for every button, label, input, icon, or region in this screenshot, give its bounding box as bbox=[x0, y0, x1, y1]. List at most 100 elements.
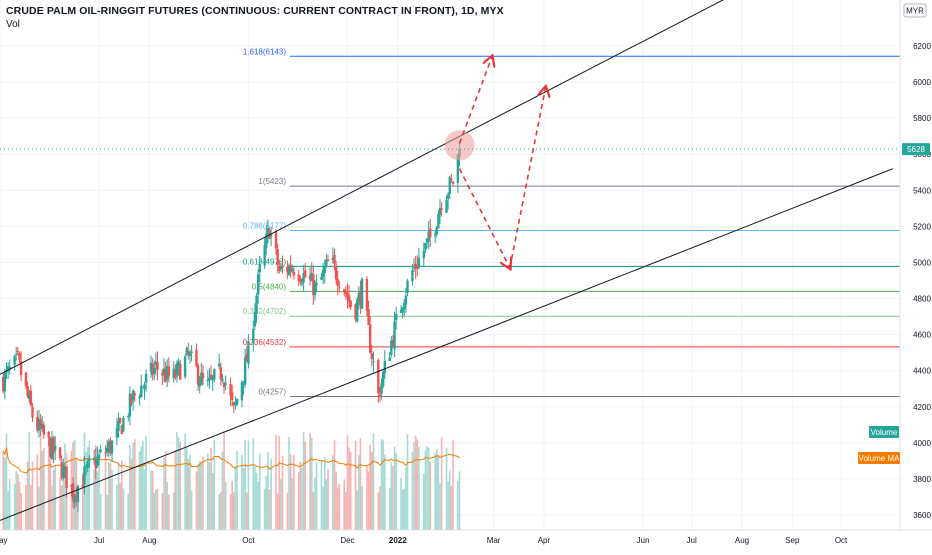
currency-badge-label: MYR bbox=[906, 7, 924, 16]
volume-bar bbox=[233, 492, 235, 530]
candle-body bbox=[378, 394, 382, 398]
volume-bar bbox=[411, 451, 414, 530]
volume-bar bbox=[361, 486, 363, 530]
drawings[interactable] bbox=[0, 0, 900, 521]
volume-bar bbox=[31, 461, 34, 530]
candle-body bbox=[349, 300, 352, 307]
candle-body bbox=[188, 353, 192, 356]
candle-body bbox=[70, 484, 73, 487]
volume-bar bbox=[132, 442, 134, 530]
volume-bar bbox=[245, 492, 248, 530]
candle-body bbox=[383, 360, 387, 374]
projection-arrow bbox=[458, 57, 491, 144]
volume-bar bbox=[85, 451, 87, 530]
volume-bar bbox=[413, 441, 415, 530]
candle-body bbox=[235, 399, 239, 405]
candle-body bbox=[83, 466, 86, 485]
volume-bar bbox=[346, 435, 349, 530]
volume-bar bbox=[288, 436, 290, 530]
volume-bar bbox=[405, 467, 407, 530]
volume-bar bbox=[155, 489, 157, 530]
candle-body bbox=[26, 385, 29, 396]
volume-bar bbox=[2, 450, 5, 530]
candle-body bbox=[42, 424, 46, 435]
candle-body bbox=[117, 420, 120, 432]
candle-body bbox=[213, 369, 216, 380]
volume-bar bbox=[156, 488, 159, 530]
candle-body bbox=[200, 372, 203, 385]
channel-line-lower bbox=[0, 168, 894, 521]
volume-bar bbox=[435, 449, 438, 530]
candle-body bbox=[149, 362, 153, 372]
volume-bar bbox=[200, 461, 203, 530]
candle-body bbox=[209, 374, 213, 378]
volume-bar bbox=[166, 481, 169, 530]
candle-body bbox=[417, 257, 421, 268]
volume-bar bbox=[392, 465, 394, 530]
candle-body bbox=[140, 385, 143, 397]
indicator-label[interactable]: Vol bbox=[6, 19, 20, 30]
candle-body bbox=[456, 154, 460, 183]
candle-body bbox=[263, 245, 266, 266]
volume-bar bbox=[252, 438, 255, 530]
volume-bar bbox=[161, 493, 164, 530]
volume-bar bbox=[59, 477, 61, 530]
candle-body bbox=[291, 268, 294, 272]
candle-body bbox=[279, 266, 283, 270]
volume-bar bbox=[390, 462, 393, 530]
candle-body bbox=[156, 361, 159, 370]
legend-volume-label: Volume bbox=[871, 428, 898, 437]
candle-body bbox=[97, 454, 101, 460]
fib-level-label: 0.5(4840) bbox=[252, 282, 287, 291]
grid-lines bbox=[0, 0, 900, 530]
candle-body bbox=[221, 379, 224, 381]
candle-body bbox=[274, 231, 278, 249]
candle-body bbox=[50, 437, 54, 459]
volume-bar bbox=[223, 431, 225, 530]
y-tick-label: 3800 bbox=[913, 475, 931, 484]
volume-bar bbox=[77, 494, 79, 530]
volume-bar bbox=[416, 439, 419, 530]
volume-bar bbox=[213, 439, 216, 530]
volume-bar bbox=[13, 484, 16, 530]
candle-body bbox=[255, 295, 258, 314]
volume-bar bbox=[140, 446, 143, 530]
volume-bar bbox=[291, 478, 294, 530]
candle-body bbox=[440, 208, 443, 210]
candle-body bbox=[144, 373, 148, 383]
volume-bar bbox=[254, 466, 256, 530]
volume-bar bbox=[151, 470, 154, 530]
highlight-circle bbox=[444, 130, 475, 161]
volume-bar bbox=[278, 435, 281, 530]
y-tick-label: 3600 bbox=[913, 511, 931, 520]
volume-bar bbox=[133, 439, 136, 530]
x-tick-label: Jun bbox=[637, 536, 650, 545]
x-tick-label: Jul bbox=[687, 536, 697, 545]
channel-line-upper bbox=[0, 0, 724, 375]
x-tick-label: Jul bbox=[94, 536, 104, 545]
volume-bar bbox=[314, 477, 316, 530]
candle-body bbox=[372, 361, 375, 363]
candle-body bbox=[289, 264, 292, 271]
candle-body bbox=[422, 250, 425, 259]
candle-body bbox=[92, 457, 96, 461]
volume-bar bbox=[177, 437, 180, 530]
volume-bar bbox=[369, 444, 371, 530]
candle-body bbox=[131, 390, 135, 401]
volume-bar bbox=[231, 480, 233, 530]
candle-body bbox=[399, 309, 403, 313]
candle-body bbox=[28, 393, 31, 400]
volume-bar bbox=[335, 472, 337, 530]
candle-body bbox=[141, 386, 145, 388]
candle-body bbox=[300, 283, 304, 285]
candle-body bbox=[96, 456, 99, 466]
volume-bar bbox=[224, 481, 227, 530]
volume-bar bbox=[348, 447, 350, 530]
volume-bar bbox=[60, 485, 63, 530]
candle-body bbox=[130, 394, 133, 404]
volume-bar bbox=[332, 455, 334, 530]
fib-level-label: 0(4257) bbox=[258, 387, 286, 396]
fibonacci-retracement[interactable]: 1.618(6143)1(5423)0.786(5177)0.618(4978)… bbox=[243, 47, 900, 397]
